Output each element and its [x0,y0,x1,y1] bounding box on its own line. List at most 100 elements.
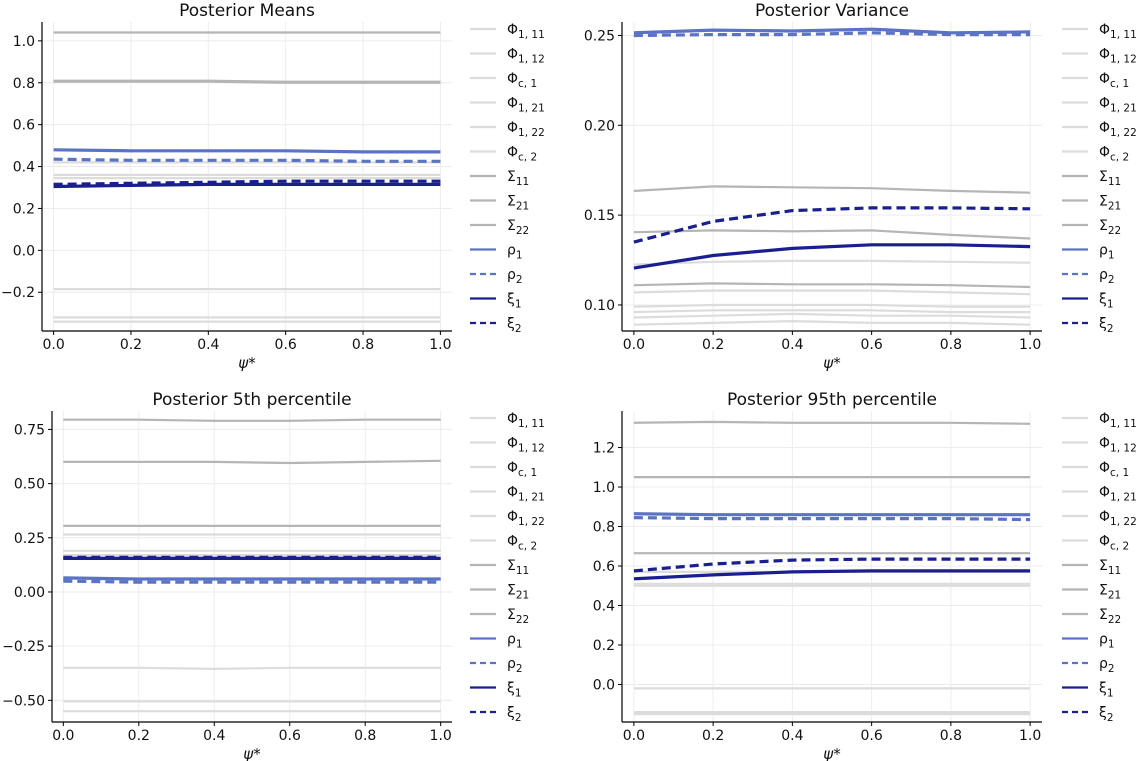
y-tick-label: 0.25 [14,531,45,547]
x-axis-label: ψ* [243,745,261,761]
series-line-ξ2 [633,206,1031,244]
legend-label: ρ2 [1099,267,1115,286]
legend-label-base: Φ [1099,436,1110,452]
legend-label-sub: 1 [515,299,522,311]
legend-label-base: Φ [507,509,518,525]
y-tick-label: 1.2 [593,441,615,457]
chart-title: Posterior Means [179,1,315,21]
legend-label-base: ξ [507,316,515,332]
series-line-ρ1 [633,512,1031,517]
legend-label-sub: 1, 22 [1110,127,1137,139]
legend-label-base: Φ [1099,96,1110,112]
legend-label-base: ξ [1099,705,1107,721]
legend-label-sub: 1 [516,250,523,262]
series-line-ρ1 [63,576,441,581]
legend-label-sub: c, 1 [1110,467,1129,479]
legend-label-base: ρ [507,632,516,648]
legend-label-sub: 1, 22 [518,127,545,139]
legend-label-sub: 22 [516,614,529,626]
legend-label: Σ22 [1099,607,1121,626]
legend-label-sub: 1, 21 [518,492,545,504]
series-line-ρ2 [633,516,1031,522]
legend-label: Φ1, 11 [507,411,545,430]
legend-label-base: Φ [507,411,518,427]
y-tick-label: 0.0 [593,677,615,693]
legend-label: Φc, 2 [1099,534,1129,553]
legend-label-base: Φ [1099,411,1110,427]
legend-label-base: Φ [1099,47,1110,63]
legend-label: ξ2 [507,705,522,724]
legend-label: Σ11 [1099,558,1121,577]
legend-label-base: Σ [507,607,516,623]
legend-label-sub: 1, 21 [1110,103,1137,115]
y-tick-label: 0.0 [13,243,35,259]
chart-panel-1: Posterior Means 0.0 0.2 0.4 0.6 0.8 1.0 −0.2 0.0… [1,1,545,372]
legend-label-base: Φ [1099,145,1110,161]
series-line-ρ2 [633,31,1031,38]
legend-label: Σ21 [507,583,529,602]
legend-label: ρ2 [507,656,523,675]
x-tick-label: 0.8 [940,728,962,744]
legend-label: Σ11 [507,558,529,577]
legend-label: Σ22 [507,218,529,237]
y-tick-label: 0.75 [14,422,45,438]
legend-label: Σ21 [507,194,529,213]
legend-label-sub: c, 1 [518,467,537,479]
y-tick-label: −0.50 [2,693,45,709]
legend-label-base: ξ [507,292,515,308]
legend-label-base: Σ [1099,607,1108,623]
x-tick-label: 0.2 [702,337,724,353]
x-tick-label: 0.0 [52,728,74,744]
legend-label-sub: 1, 12 [1110,54,1137,66]
series-line-ξ1 [633,569,1031,581]
chart-panel-3: Posterior 5th percentile 0.0 0.2 0.4 0.6 0.8 1… [2,390,545,761]
y-tick-label: 0.4 [13,160,35,176]
x-tick-label: 0.4 [781,337,803,353]
legend-label: Φ1, 22 [1099,120,1137,139]
legend-label-sub: 2 [1107,323,1114,335]
legend-label-sub: 11 [1108,565,1121,577]
legend-label: Φc, 2 [507,145,537,164]
x-tick-label: 0.6 [279,728,301,744]
series-line-Σ11 [633,420,1031,425]
legend-label-base: Φ [507,120,518,136]
legend-label-sub: 2 [1108,274,1115,286]
y-tick-label: 0.6 [593,559,615,575]
legend-label-sub: 1 [516,639,523,651]
y-tick-label: −0.2 [1,285,35,301]
series-line-Φ1,21 [633,259,1031,266]
chart-title: Posterior 95th percentile [727,390,937,410]
legend-label-base: Φ [1099,460,1110,476]
chart-title: Posterior Variance [755,1,909,21]
legend-label-base: ξ [1099,681,1107,697]
legend-label-base: Σ [507,218,516,234]
legend-label-base: Φ [1099,509,1110,525]
legend-label-sub: 2 [515,712,522,724]
legend-label-sub: 2 [516,663,523,675]
x-tick-label: 1.0 [429,337,451,353]
legend-label-base: Φ [507,534,518,550]
legend-label-base: Φ [1099,71,1110,87]
legend-label-base: ρ [1099,243,1108,259]
y-tick-label: 0.00 [14,585,45,601]
legend-label-base: ρ [1099,632,1108,648]
series-line-Σ22 [53,80,441,84]
legend-label-sub: 21 [1108,201,1121,213]
legend-label-sub: 21 [516,201,529,213]
legend-label: Φc, 1 [1099,460,1129,479]
chart-panel-4: Posterior 95th percentile 0.0 0.2 0.4 0.6 0.8… [593,390,1137,761]
legend-label: Σ21 [1099,583,1121,602]
legend-label-base: Σ [1099,583,1108,599]
x-tick-label: 0.2 [702,728,724,744]
series-line-ξ1 [633,243,1031,270]
legend-label-sub: 1 [515,688,522,700]
legend-label-sub: 21 [516,590,529,602]
legend-label-sub: 22 [516,225,529,237]
legend-label-base: Φ [507,485,518,501]
legend-label-sub: 1, 22 [1110,516,1137,528]
legend-label-sub: 2 [516,274,523,286]
legend-label: ρ1 [1099,632,1115,651]
legend-label-sub: c, 2 [1110,541,1129,553]
